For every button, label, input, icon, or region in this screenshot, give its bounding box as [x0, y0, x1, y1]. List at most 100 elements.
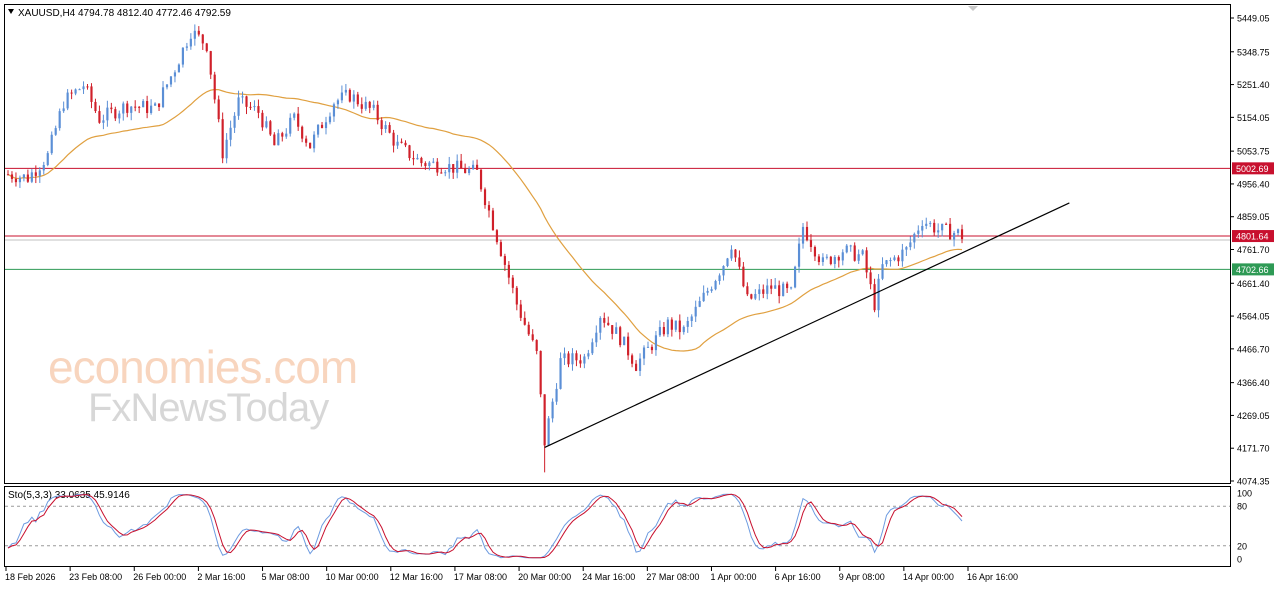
candle [638, 353, 642, 377]
candle-body [312, 134, 316, 149]
shift-marker-icon[interactable] [968, 6, 978, 11]
candle-body [579, 360, 582, 364]
candle [444, 169, 447, 177]
candle-body [165, 84, 169, 88]
candle-body [845, 245, 848, 253]
candle [122, 101, 125, 121]
candle-body [877, 278, 880, 311]
candle-body [277, 133, 280, 146]
candle-body [249, 106, 252, 108]
candle-body [281, 133, 284, 137]
horizontal-levels[interactable] [5, 167, 1230, 270]
candle-body [758, 289, 761, 294]
candle [153, 102, 157, 106]
candle-body [201, 34, 204, 44]
candle [62, 101, 65, 113]
candle [368, 100, 371, 114]
candle [634, 360, 638, 372]
candle [277, 129, 280, 146]
price-tick-label: 4466.70 [1237, 344, 1270, 354]
candle-body [960, 229, 964, 240]
time-tick-label: 24 Mar 16:00 [582, 572, 635, 582]
candle [468, 166, 471, 176]
candle-body [416, 157, 419, 160]
time-tick-label: 26 Feb 00:00 [133, 572, 186, 582]
candle-body [646, 346, 650, 348]
candle [623, 336, 626, 346]
trendline[interactable] [544, 202, 1070, 448]
candle [118, 110, 121, 124]
candle-body [595, 332, 598, 343]
candle [627, 332, 630, 360]
candle-body [766, 285, 769, 294]
price-axis[interactable]: 5449.05 5348.75 5251.40 5154.05 5053.75 4956.… [1230, 14, 1270, 487]
candle [837, 255, 840, 268]
candle-body [603, 317, 606, 323]
candle-body [897, 257, 900, 262]
candle [130, 105, 133, 121]
candle-body [110, 107, 113, 110]
candle-body [714, 281, 717, 290]
candle [631, 353, 634, 368]
time-tick-label: 17 Mar 08:00 [454, 572, 507, 582]
candle [42, 161, 45, 175]
candle-body [66, 92, 69, 109]
candle [670, 317, 673, 337]
candle-body [42, 164, 45, 171]
candle-body [18, 177, 22, 183]
candle-body [535, 340, 538, 351]
candle-body [146, 101, 149, 114]
candle [925, 217, 928, 230]
candle [479, 168, 483, 192]
candle [464, 163, 467, 174]
candle-body [452, 164, 455, 173]
candle-body [380, 120, 383, 130]
candle-body [925, 223, 928, 226]
candle-body [495, 230, 499, 243]
time-axis[interactable]: 18 Feb 2026 23 Feb 08:00 26 Feb 00:00 2 Mar… [5, 567, 1018, 582]
candle [674, 320, 677, 333]
candle-body [539, 350, 542, 395]
candle-body [424, 163, 427, 167]
candle-body [392, 132, 395, 146]
candle [603, 312, 606, 328]
menu-triangle-icon[interactable] [8, 9, 14, 14]
candle-body [821, 257, 824, 263]
candle-body [487, 205, 491, 211]
candle [10, 171, 14, 183]
candle-body [138, 106, 141, 108]
candle [324, 116, 328, 135]
candle [917, 225, 920, 238]
candle-body [861, 250, 864, 255]
price-tick-label: 4269.05 [1237, 411, 1270, 421]
candle [535, 339, 538, 355]
candle-body [102, 120, 105, 123]
candle-body [257, 106, 260, 113]
candle-body [881, 264, 884, 279]
candle [718, 273, 721, 285]
candle [495, 229, 499, 245]
candle-body [797, 243, 801, 267]
trendline-group[interactable] [544, 202, 1070, 448]
candle [809, 234, 813, 252]
candle [22, 173, 25, 182]
candle-body [106, 107, 109, 121]
candle-body [324, 122, 328, 129]
candle [829, 255, 832, 266]
candle-body [543, 394, 546, 446]
candle [714, 279, 717, 291]
candle-body [885, 260, 888, 265]
candle-body [921, 225, 924, 231]
price-tick-label: 5348.75 [1237, 47, 1270, 57]
candle [483, 187, 487, 209]
level-price-label: 4702.66 [1236, 265, 1269, 275]
candle [404, 140, 407, 148]
candle [205, 42, 208, 53]
candle-body [527, 324, 530, 335]
candle [913, 232, 916, 249]
candle-body [917, 230, 920, 234]
candle [102, 114, 105, 130]
candle-body [718, 275, 721, 282]
